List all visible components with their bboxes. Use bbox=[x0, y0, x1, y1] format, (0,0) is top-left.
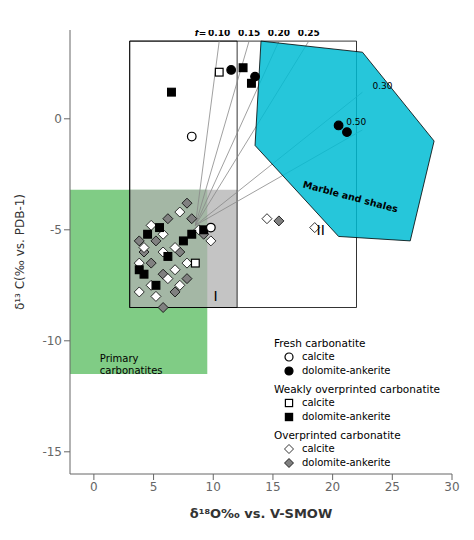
svg-text:II: II bbox=[317, 222, 325, 238]
html-text:calcite: calcite bbox=[301, 397, 335, 408]
svg-text:f=: f= bbox=[195, 30, 206, 38]
svg-text:Primarycarbonatites: Primarycarbonatites bbox=[100, 353, 163, 376]
svg-text:-5: -5 bbox=[50, 223, 62, 237]
svg-text:δ¹³ C(‰ vs. PDB-1): δ¹³ C(‰ vs. PDB-1) bbox=[13, 194, 27, 310]
svg-text:0.50: 0.50 bbox=[346, 117, 366, 127]
svg-text:0: 0 bbox=[54, 112, 62, 126]
html-text:Weakly overprinted carbonatite: Weakly overprinted carbonatite bbox=[273, 383, 440, 395]
html-text:dolomite-ankerite: dolomite-ankerite bbox=[301, 457, 391, 468]
svg-text:25: 25 bbox=[385, 480, 400, 494]
svg-text:0: 0 bbox=[90, 480, 98, 494]
svg-text:15: 15 bbox=[265, 480, 280, 494]
svg-text:δ¹⁸O‰ vs. V-SMOW: δ¹⁸O‰ vs. V-SMOW bbox=[190, 506, 333, 521]
svg-text:Marble and shales: Marble and shales bbox=[302, 179, 400, 215]
svg-text:-10: -10 bbox=[42, 334, 62, 348]
html-text:dolomite-ankerite: dolomite-ankerite bbox=[301, 365, 391, 376]
svg-text:-15: -15 bbox=[42, 445, 62, 459]
svg-text:10: 10 bbox=[206, 480, 221, 494]
html-text:calcite: calcite bbox=[301, 443, 335, 454]
svg-text:5: 5 bbox=[150, 480, 158, 494]
html-text:Fresh carbonatite: Fresh carbonatite bbox=[273, 337, 366, 349]
svg-text:0.20: 0.20 bbox=[268, 30, 290, 38]
svg-text:I: I bbox=[214, 288, 218, 304]
svg-text:30: 30 bbox=[444, 480, 459, 494]
html-text:Overprinted carbonatite: Overprinted carbonatite bbox=[273, 429, 401, 441]
html-text:calcite: calcite bbox=[301, 351, 335, 362]
svg-text:0.30: 0.30 bbox=[372, 81, 392, 91]
html-text:dolomite-ankerite: dolomite-ankerite bbox=[301, 411, 391, 422]
svg-text:20: 20 bbox=[325, 480, 340, 494]
svg-text:0.25: 0.25 bbox=[298, 30, 320, 38]
svg-text:0.10: 0.10 bbox=[208, 30, 230, 38]
svg-text:0.15: 0.15 bbox=[238, 30, 260, 38]
